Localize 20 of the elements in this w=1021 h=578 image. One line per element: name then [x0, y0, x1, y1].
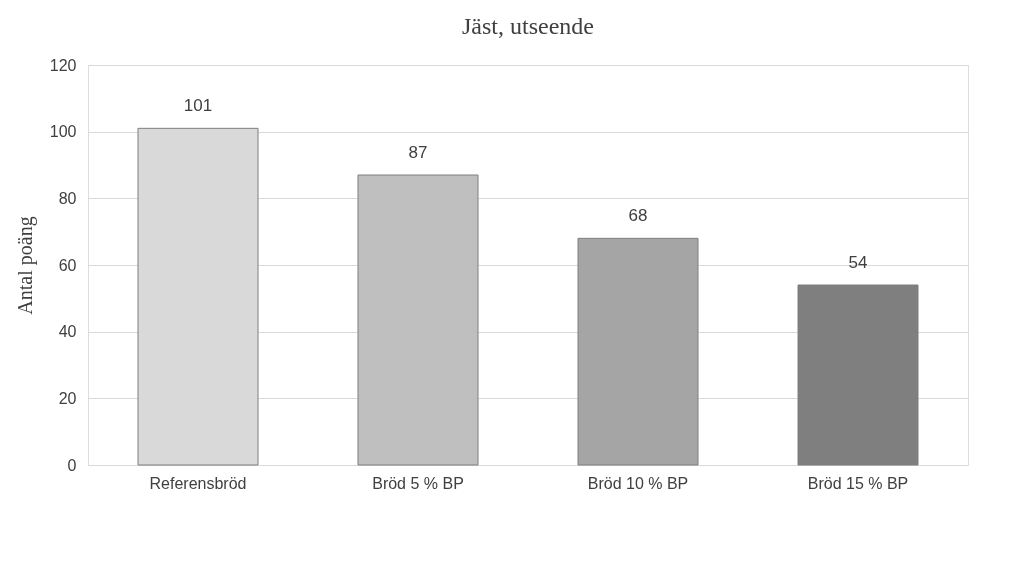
- data-label: 54: [848, 253, 868, 272]
- x-tick-label: Bröd 5 % BP: [372, 474, 464, 492]
- y-tick-label: 80: [58, 189, 77, 207]
- y-tick-label: 40: [58, 323, 77, 341]
- bar: [577, 237, 699, 466]
- data-label: 101: [183, 96, 213, 116]
- y-axis-title: Antal poäng: [13, 216, 37, 315]
- y-tick-label: 120: [49, 56, 77, 74]
- data-label: 68: [628, 206, 648, 226]
- y-tick-label: 0: [67, 456, 77, 474]
- bar: [357, 174, 479, 466]
- y-tick-label: 20: [58, 389, 77, 407]
- x-tick-label: Referensbröd: [149, 474, 247, 492]
- x-tick-label: Bröd 10 % BP: [587, 474, 689, 492]
- y-tick-label: 60: [58, 256, 77, 274]
- x-tick-label: Bröd 15 % BP: [807, 474, 909, 492]
- y-tick-label: 100: [49, 123, 77, 141]
- bar: [797, 284, 919, 466]
- chart-title: Jäst, utseende: [462, 13, 594, 39]
- data-label: 87: [408, 143, 428, 162]
